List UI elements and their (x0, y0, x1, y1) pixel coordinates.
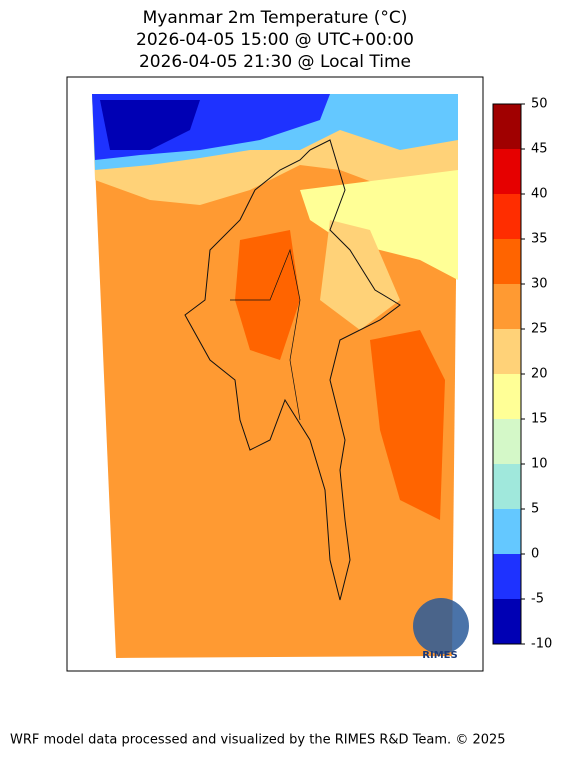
colorbar-band (493, 149, 521, 194)
colorbar-tick-label: 15 (531, 412, 548, 427)
colorbar-band (493, 284, 521, 329)
colorbar-tick-label: 40 (531, 187, 548, 202)
colorbar-band (493, 329, 521, 374)
colorbar-band (493, 464, 521, 509)
colorbar-tick-label: 50 (531, 97, 548, 112)
colorbar-tick-label: 35 (531, 232, 548, 247)
colorbar-band (493, 419, 521, 464)
colorbar: -10 -5 0 5 10 15 20 25 30 35 40 45 50 (492, 97, 552, 652)
colorbar-band (493, 104, 521, 149)
colorbar-band (493, 239, 521, 284)
colorbar-band (493, 374, 521, 419)
title-line: 2026-04-05 15:00 @ UTC+00:00 (136, 30, 414, 50)
footer: WRF model data processed and visualized … (10, 733, 506, 748)
map: RIMES (92, 94, 469, 661)
colorbar-tick-label: 45 (531, 142, 548, 157)
colorbar-band (493, 554, 521, 599)
colorbar-band (493, 599, 521, 644)
colorbar-tick-label: 20 (531, 367, 548, 382)
colorbar-band (493, 194, 521, 239)
colorbar-tick-label: 0 (531, 547, 539, 562)
colorbar-tick-label: 25 (531, 322, 548, 337)
logo-text: RIMES (422, 650, 457, 661)
title-line: 2026-04-05 21:30 @ Local Time (139, 52, 411, 72)
colorbar-tick-label: -5 (531, 592, 544, 607)
colorbar-tick-label: 30 (531, 277, 548, 292)
colorbar-tick-label: 5 (531, 502, 539, 517)
map-frame (66, 76, 484, 672)
colorbar-band (493, 509, 521, 554)
colorbar-tick-label: -10 (531, 637, 552, 652)
title-line: Myanmar 2m Temperature (°C) (143, 8, 408, 28)
colorbar-tick-label: 10 (531, 457, 548, 472)
